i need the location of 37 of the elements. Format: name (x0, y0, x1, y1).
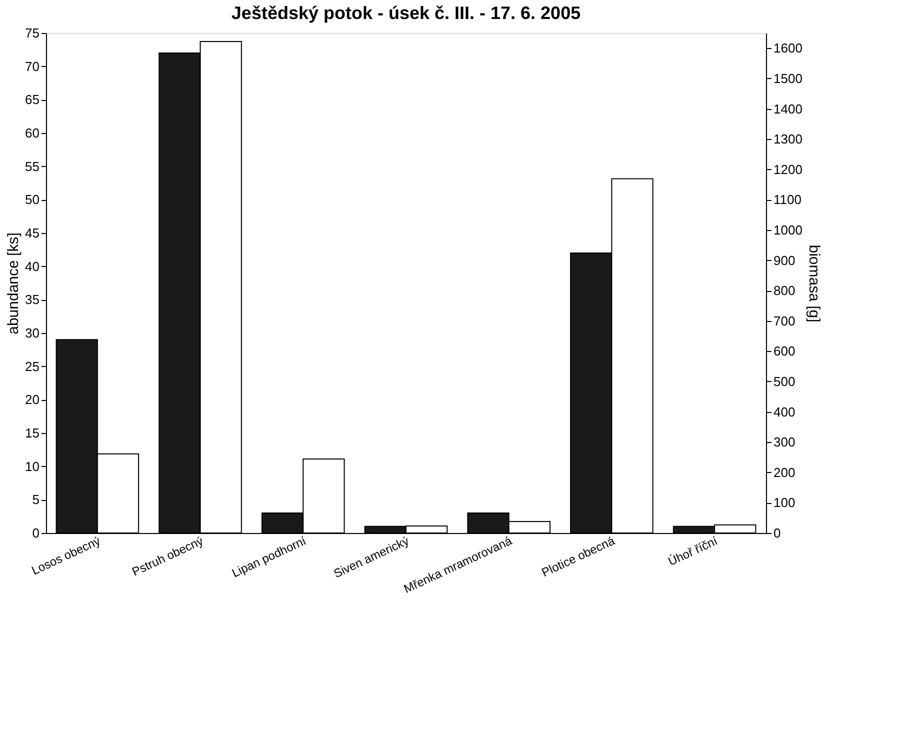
y2-tick-label: 600 (774, 344, 796, 359)
y2-axis-title: biomasa [g] (805, 244, 822, 322)
chart-title: Ještědský potok - úsek č. III. - 17. 6. 2005 (231, 3, 581, 23)
y2-tick-label: 1000 (774, 222, 802, 238)
y2-tick-label: 900 (774, 252, 796, 268)
y-tick-label: 25 (25, 358, 40, 374)
y-tick-label: 50 (25, 192, 40, 208)
y2-tick-label: 700 (774, 313, 796, 328)
y2-tick-label: 1400 (774, 101, 802, 116)
y2-tick-label: 1300 (774, 132, 802, 147)
y-tick-label: 5 (32, 492, 40, 508)
y-tick-label: 45 (25, 226, 40, 240)
y2-tick-label: 500 (774, 374, 796, 389)
y-tick-label: 35 (25, 292, 40, 308)
y-tick-label: 0 (32, 526, 40, 540)
y-tick-label: 10 (25, 458, 40, 474)
y2-tick-label: 0 (774, 526, 781, 540)
y2-tick-label: 1500 (774, 70, 802, 86)
y2-tick-label: 800 (774, 283, 796, 298)
y-tick-label: 40 (25, 258, 40, 274)
y2-tick-label: 400 (774, 404, 796, 420)
y-axis-title: abundance [ks] (5, 232, 22, 334)
y-tick-label: 65 (25, 92, 40, 108)
x-tick-label: Úhoř říční (666, 533, 720, 569)
y2-tick-label: 200 (774, 464, 796, 480)
y-tick-label: 70 (25, 58, 40, 74)
y2-tick-label: 1600 (774, 40, 802, 56)
y-tick-label: 75 (25, 26, 40, 40)
y-tick-label: 20 (25, 392, 40, 408)
y-tick-label: 15 (25, 426, 40, 440)
y2-tick-label: 1200 (774, 162, 802, 177)
y2-tick-label: 100 (774, 495, 796, 510)
y-tick-label: 60 (25, 126, 40, 140)
y-tick-label: 55 (25, 158, 40, 174)
y2-tick-label: 1100 (774, 192, 802, 208)
y-tick-label: 30 (25, 326, 40, 340)
y2-tick-label: 300 (774, 434, 796, 450)
